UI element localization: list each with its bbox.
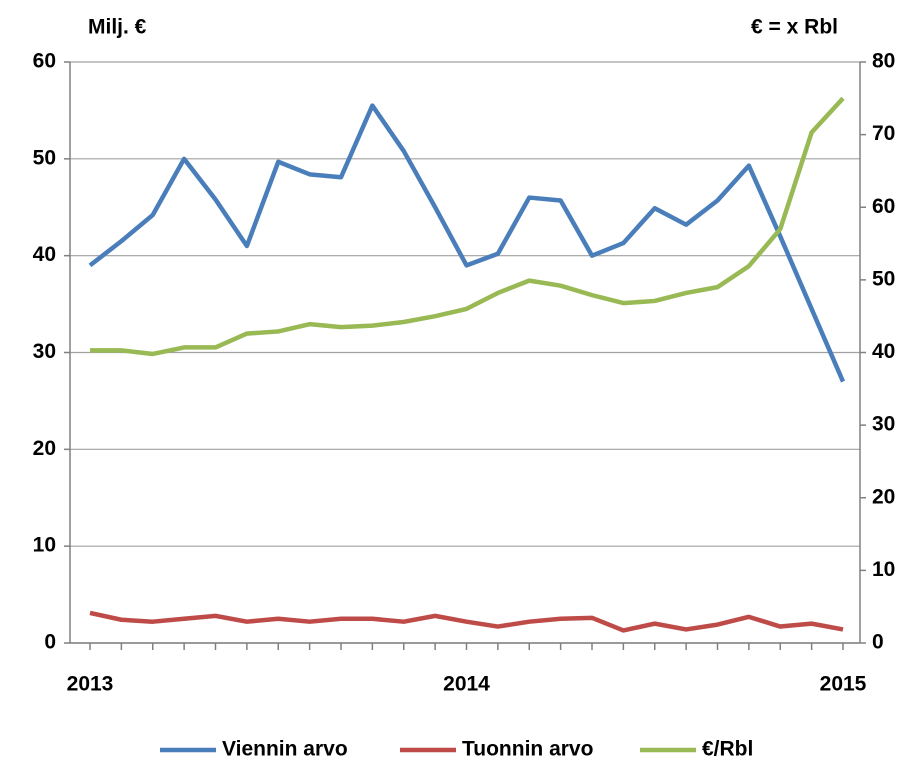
y2-tick-label: 60	[872, 195, 895, 218]
legend-label: €/Rbl	[702, 738, 753, 761]
y2-tick-label: 10	[872, 558, 895, 581]
series-line	[90, 96, 845, 357]
y-axis-title: Milj. €	[88, 16, 147, 39]
y2-tick-label: 80	[872, 50, 895, 73]
legend-label: Tuonnin arvo	[462, 738, 593, 761]
x-tick-label: 2015	[820, 673, 867, 696]
y2-axis-title: € = x Rbl	[751, 16, 838, 39]
y2-tick-label: 70	[872, 122, 895, 145]
y-tick-label: 40	[33, 243, 56, 266]
y-tick-label: 60	[33, 50, 56, 73]
series-line	[88, 103, 846, 383]
y-tick-label: 50	[33, 146, 56, 169]
y-tick-label: 30	[33, 340, 56, 363]
series-line	[89, 610, 844, 633]
y2-tick-label: 20	[872, 485, 895, 508]
x-tick-label: 2013	[67, 673, 114, 696]
y-tick-label: 0	[44, 631, 56, 654]
legend-label: Viennin arvo	[222, 738, 348, 761]
y2-tick-label: 50	[872, 267, 895, 290]
x-tick-label: 2014	[443, 673, 490, 696]
y2-tick-label: 0	[872, 631, 884, 654]
y2-tick-label: 40	[872, 340, 895, 363]
y-tick-label: 10	[33, 534, 56, 557]
y-tick-label: 20	[33, 437, 56, 460]
y2-tick-label: 30	[872, 413, 895, 436]
